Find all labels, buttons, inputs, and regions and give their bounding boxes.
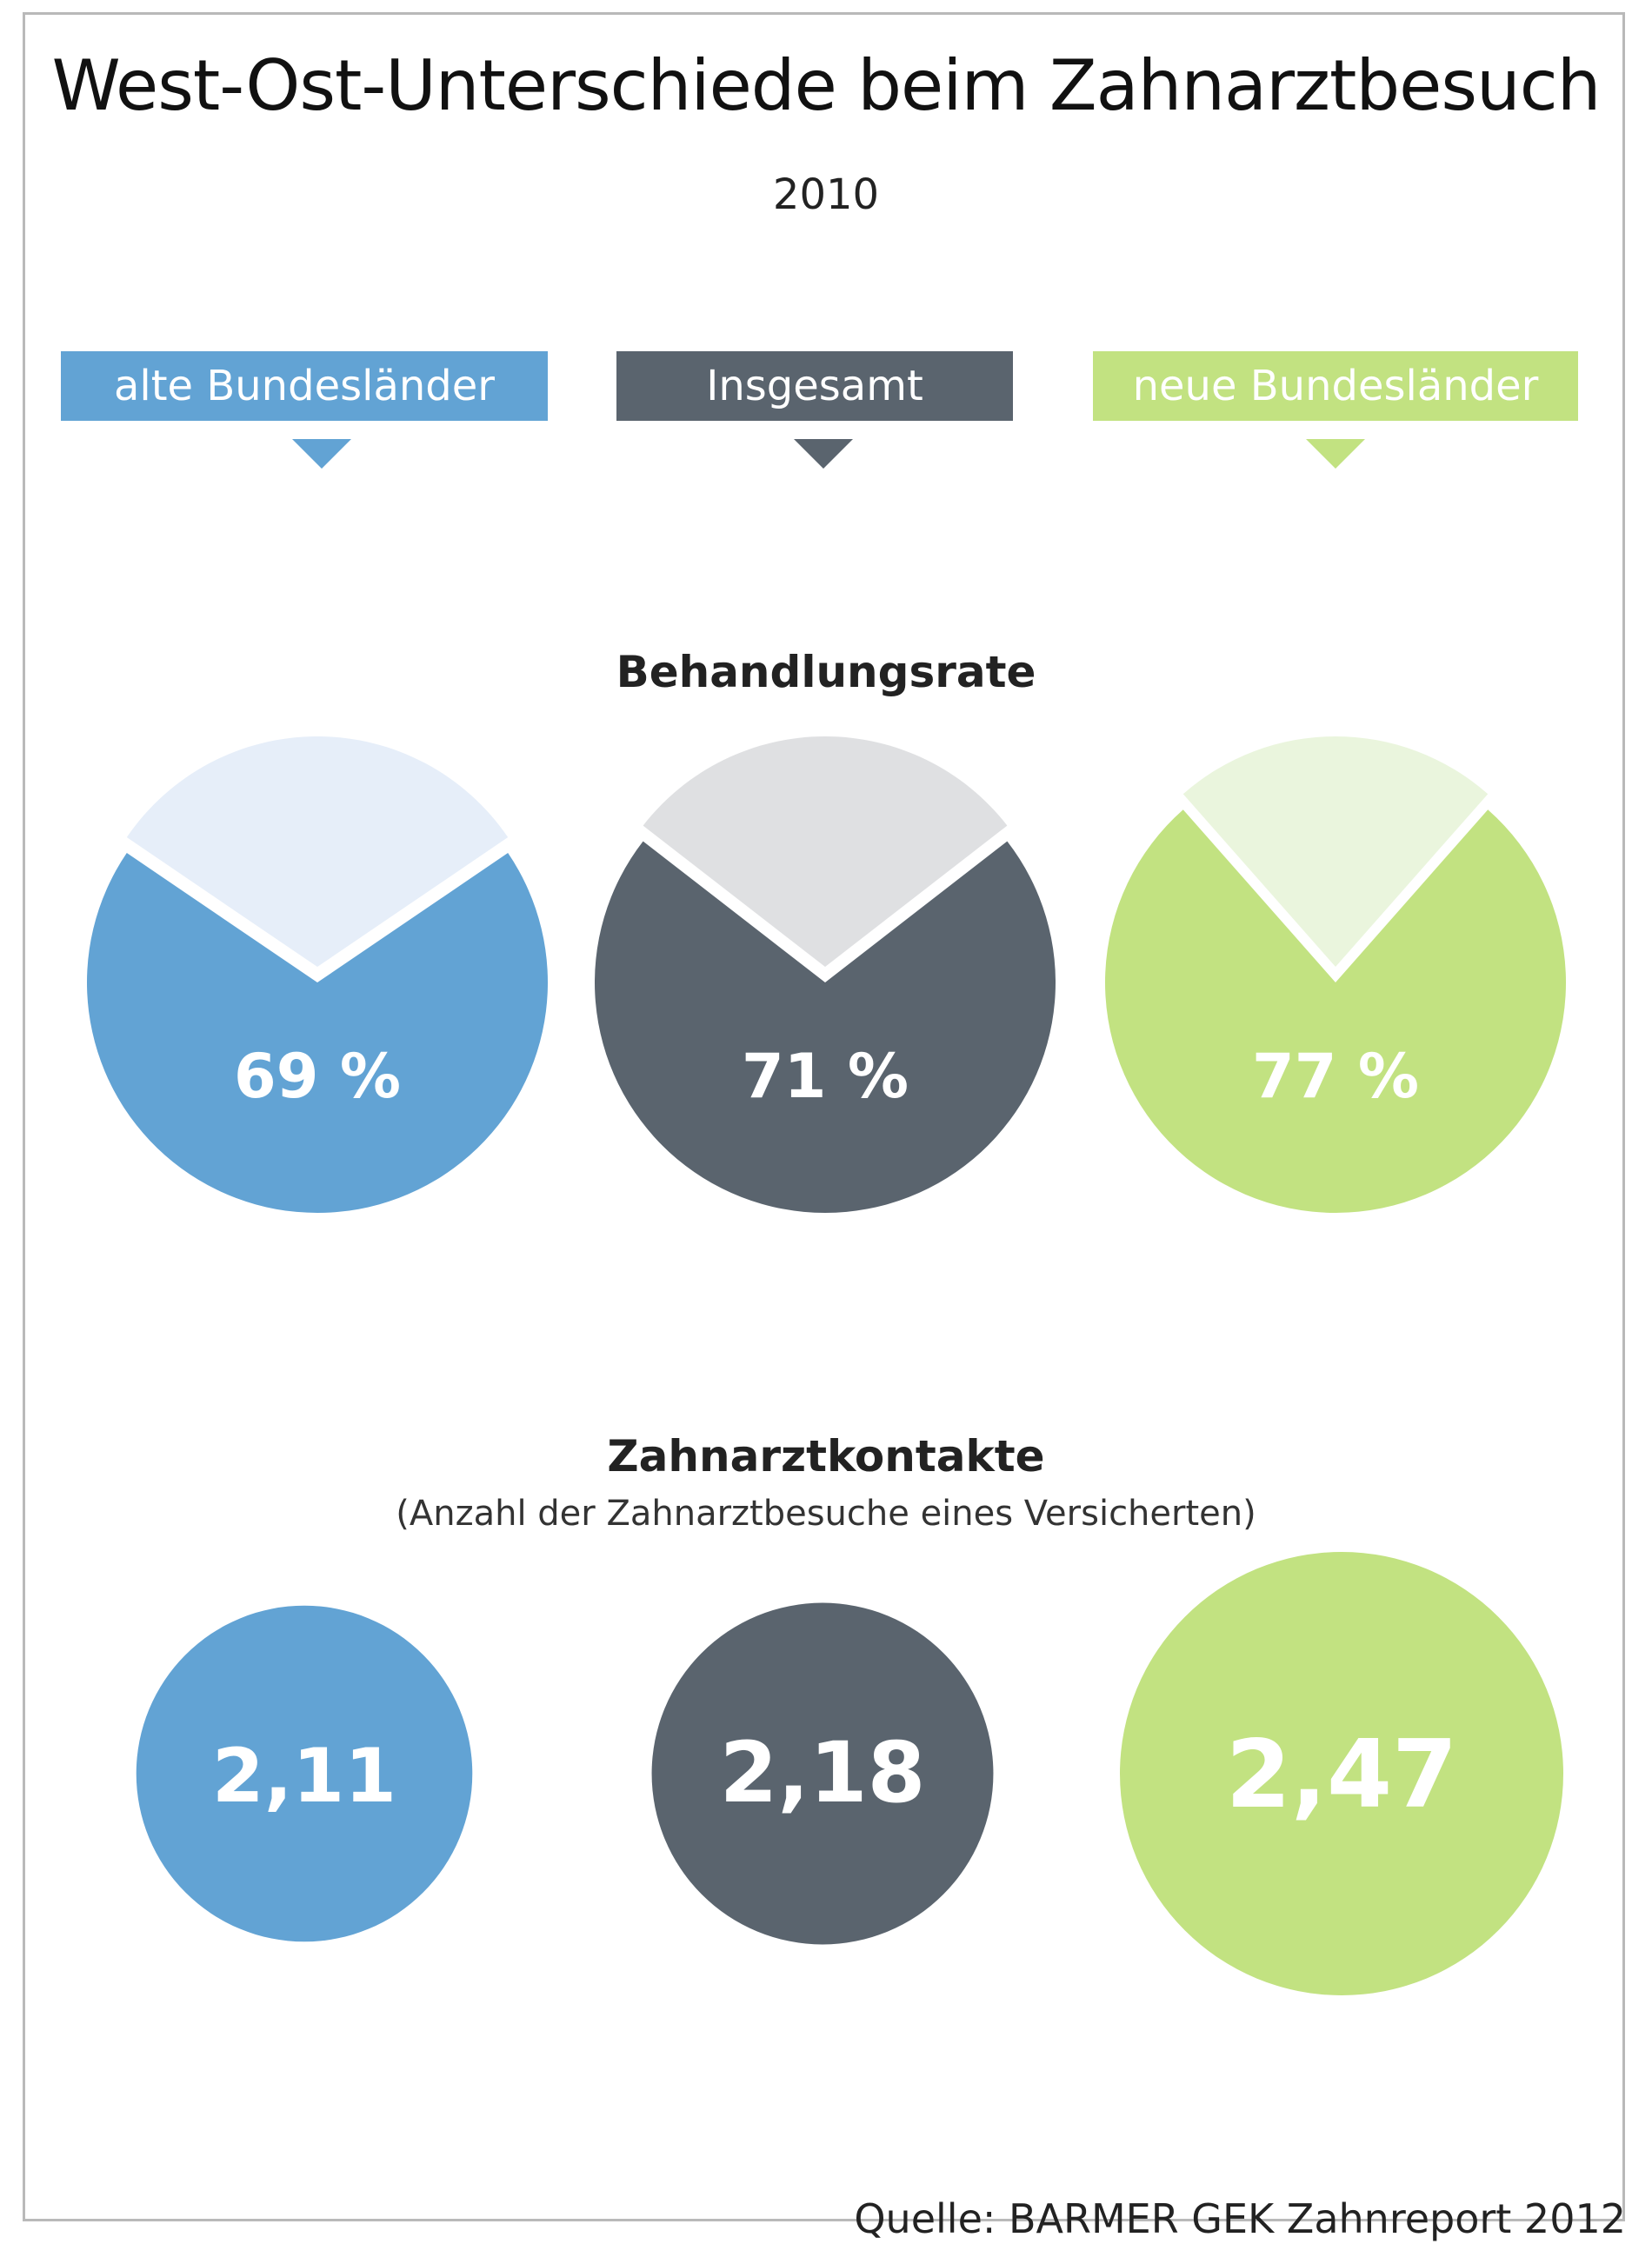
bubble-neue-bundeslaender <box>1120 1552 1563 1995</box>
pie-slice-insgesamt <box>595 841 1056 1213</box>
legend-item-insgesamt: Insgesamt <box>616 351 1013 421</box>
infographic-frame <box>23 12 1625 2221</box>
zahnarztkontakte-bubbles: 2,11 2,18 2,47 <box>136 1552 1563 1995</box>
bubble-label-neue-bundeslaender: 2,47 <box>1226 1721 1457 1829</box>
legend-arrow-insgesamt <box>794 439 853 469</box>
pie-remainder-neue-bundeslaender <box>1182 736 1489 967</box>
legend-arrow-alte-bundeslaender <box>292 439 351 469</box>
section-title-zahnarztkontakte: Zahnarztkontakte <box>607 1431 1045 1482</box>
chart-subtitle: 2010 <box>772 170 880 219</box>
bubble-label-insgesamt: 2,18 <box>720 1724 926 1821</box>
source-note: Quelle: BARMER GEK Zahnreport 2012 <box>854 2195 1626 2242</box>
pie-label-insgesamt: 71 % <box>742 1041 909 1112</box>
legend-arrow-neue-bundeslaender <box>1306 439 1365 469</box>
bubble-alte-bundeslaender <box>136 1605 473 1942</box>
chart-title: West-Ost-Unterschiede beim Zahnarztbesuc… <box>51 45 1602 126</box>
section-subtitle-zahnarztkontakte: (Anzahl der Zahnarztbesuche eines Versic… <box>396 1494 1256 1534</box>
pie-label-alte-bundeslaender: 69 % <box>234 1041 401 1112</box>
pie-slice-neue-bundeslaender <box>1105 809 1566 1214</box>
pie-remainder-alte-bundeslaender <box>126 736 509 967</box>
bubble-insgesamt <box>651 1602 994 1945</box>
pie-remainder-insgesamt <box>643 736 1008 967</box>
behandlungsrate-pies: 69 % 71 % 77 % <box>86 736 1566 1214</box>
section-title-behandlungsrate: Behandlungsrate <box>616 647 1036 697</box>
legend-item-alte-bundeslaender: alte Bundesländer <box>61 351 548 421</box>
pie-label-neue-bundeslaender: 77 % <box>1252 1041 1419 1112</box>
bubble-label-alte-bundeslaender: 2,11 <box>212 1733 396 1820</box>
legend-item-neue-bundeslaender: neue Bundesländer <box>1093 351 1578 421</box>
pie-slice-alte-bundeslaender <box>86 853 548 1214</box>
